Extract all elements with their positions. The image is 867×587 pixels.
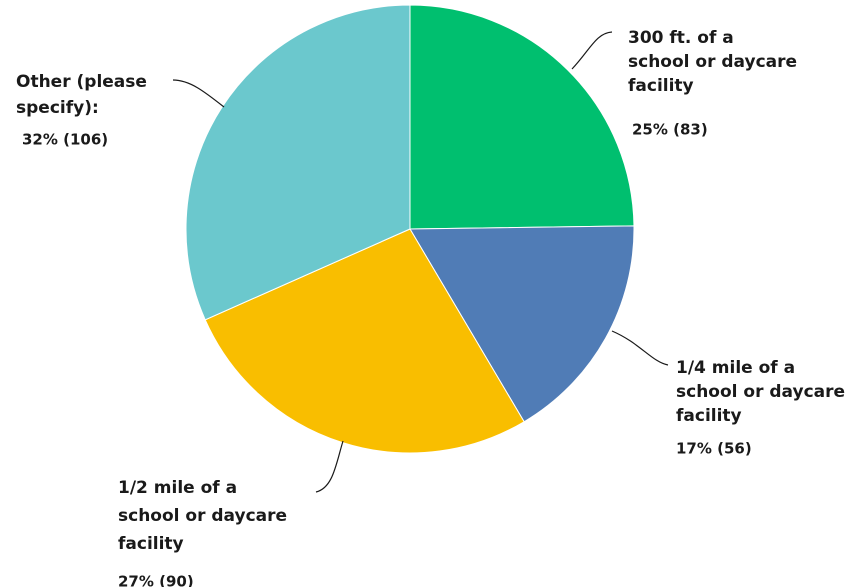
pie-slices: [185, 4, 635, 454]
pie-slice-1: [409, 4, 635, 230]
leader-lines: [172, 31, 669, 493]
slice-label-1-line-2: school or daycare: [628, 52, 797, 72]
slice-value-label-4: 32% (106): [22, 131, 108, 149]
slice-value-label-3: 27% (90): [118, 573, 194, 587]
leader-line-1: [571, 31, 613, 70]
slice-label-2-line-3: facility: [676, 406, 742, 426]
slice-label-2-line-1: 1/4 mile of a: [676, 358, 795, 378]
slice-label-2-line-2: school or daycare: [676, 382, 845, 402]
slice-label-1-line-1: 300 ft. of a: [628, 28, 734, 48]
slice-label-1-line-3: facility: [628, 76, 694, 96]
pie-slice-4: [185, 4, 411, 321]
slice-label-3-line-1: 1/2 mile of a: [118, 478, 237, 498]
leader-line-3: [315, 440, 344, 493]
slice-label-3-line-3: facility: [118, 534, 184, 554]
leader-line-2: [611, 330, 669, 366]
slice-value-label-1: 25% (83): [632, 121, 708, 139]
slice-value-label-2: 17% (56): [676, 440, 752, 458]
slice-label-3-line-2: school or daycare: [118, 506, 287, 526]
slice-label-4-line-2: specify):: [16, 98, 99, 118]
slice-labels: 300 ft. of a school or daycare facility 25%…: [16, 28, 845, 587]
pie-slice-3: [204, 228, 525, 454]
pie-slice-2: [409, 225, 635, 423]
slice-label-4-line-1: Other (please: [16, 72, 147, 92]
leader-line-4: [172, 79, 225, 108]
